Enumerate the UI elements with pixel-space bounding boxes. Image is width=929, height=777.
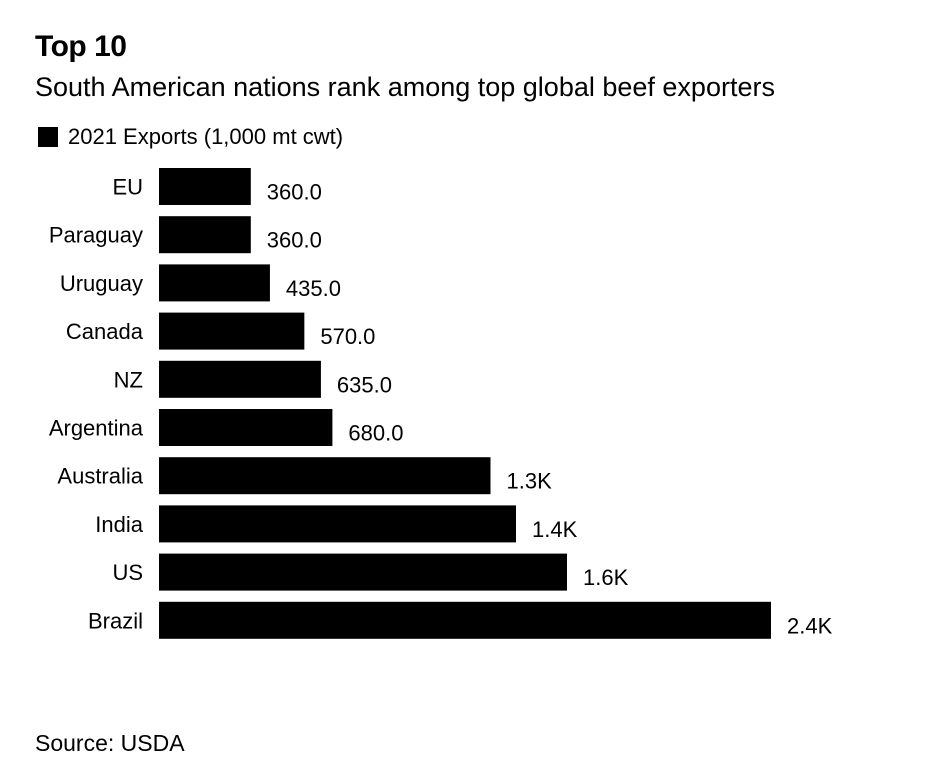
legend: 2021 Exports (1,000 mt cwt) [38, 124, 343, 150]
bar-australia [159, 457, 491, 495]
category-label-eu: EU [112, 175, 143, 200]
legend-label: 2021 Exports (1,000 mt cwt) [68, 124, 344, 149]
value-label-brazil: 2.4K [787, 613, 833, 638]
category-label-canada: Canada [66, 319, 144, 344]
value-label-eu: 360.0 [267, 180, 322, 205]
category-label-paraguay: Paraguay [49, 223, 143, 248]
value-label-nz: 635.0 [337, 372, 392, 397]
chart-subtitle: South American nations rank among top gl… [35, 72, 775, 102]
value-label-canada: 570.0 [320, 324, 375, 349]
bar-us [159, 553, 567, 591]
category-label-nz: NZ [114, 367, 143, 392]
bar-uruguay [159, 264, 270, 302]
category-label-india: India [95, 512, 143, 537]
bar-nz [159, 360, 321, 398]
chart-title: Top 10 [35, 30, 127, 63]
bar-paraguay [159, 216, 251, 254]
value-label-paraguay: 360.0 [267, 228, 322, 253]
bar-canada [159, 312, 305, 350]
value-label-australia: 1.3K [507, 469, 553, 494]
value-label-argentina: 680.0 [348, 421, 403, 446]
legend-swatch [38, 127, 58, 147]
value-label-us: 1.6K [583, 565, 629, 590]
bar-india [159, 505, 516, 543]
bar-chart: EU 360.0 Paraguay 360.0 Uruguay 435.0 Canada 57… [49, 168, 833, 639]
category-label-australia: Australia [57, 464, 143, 489]
source-note: Source: USDA [35, 730, 185, 756]
category-label-argentina: Argentina [49, 416, 144, 441]
bar-argentina [159, 409, 333, 446]
bar-eu [159, 168, 251, 205]
value-label-india: 1.4K [532, 517, 578, 542]
bar-brazil [159, 601, 771, 639]
category-label-brazil: Brazil [88, 608, 143, 633]
value-label-uruguay: 435.0 [286, 276, 341, 301]
category-label-us: US [112, 560, 143, 585]
category-label-uruguay: Uruguay [60, 271, 143, 296]
